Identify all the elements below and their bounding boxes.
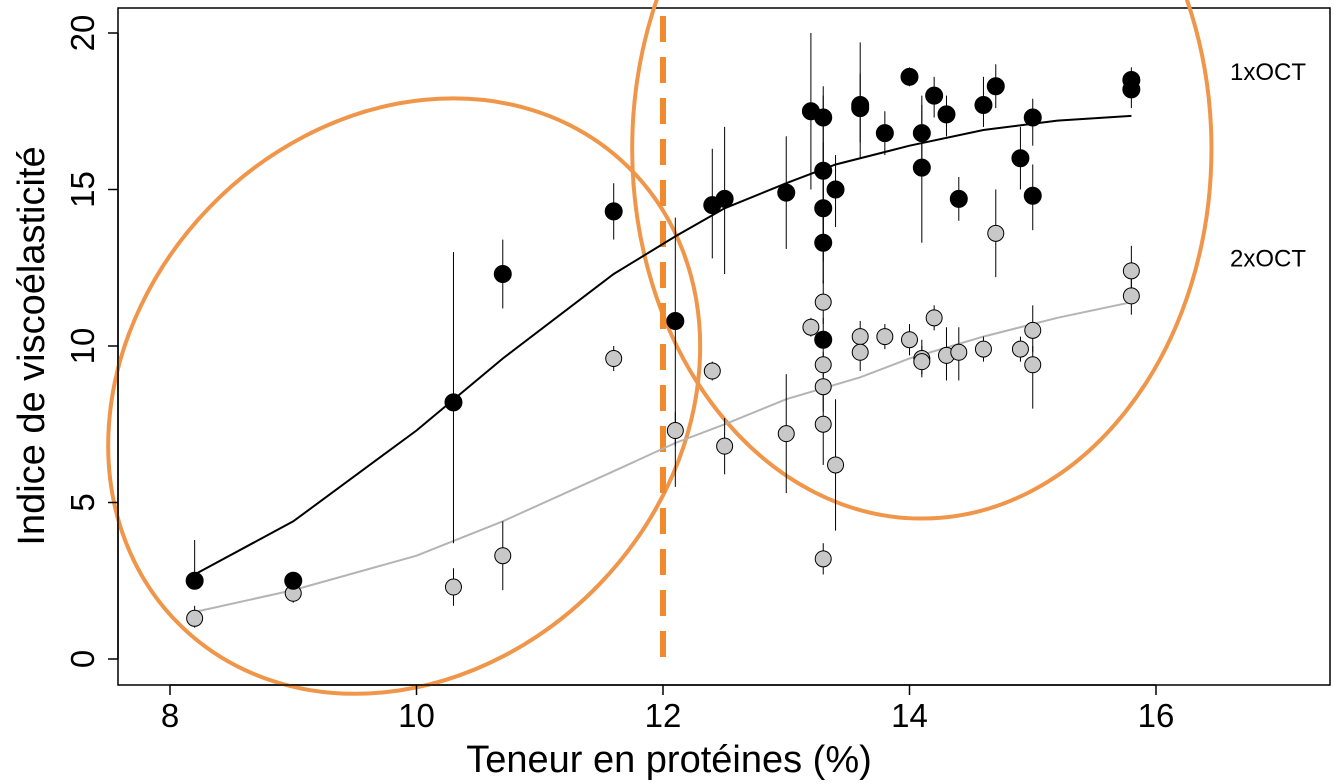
data-point bbox=[186, 609, 204, 627]
data-point bbox=[876, 328, 894, 346]
data-point bbox=[802, 318, 820, 336]
data-point bbox=[913, 353, 931, 371]
data-point bbox=[1122, 287, 1140, 305]
data-point bbox=[666, 311, 685, 330]
data-point bbox=[1024, 321, 1042, 339]
y-axis: 0 5 10 15 20 bbox=[64, 15, 119, 668]
series-label: 1xOCT bbox=[1230, 59, 1306, 86]
y-tick-label: 15 bbox=[64, 171, 101, 208]
data-point bbox=[937, 105, 956, 124]
highlight-ellipse bbox=[106, 96, 703, 696]
data-point bbox=[851, 95, 870, 114]
data-point bbox=[814, 108, 833, 127]
data-point bbox=[1011, 340, 1029, 358]
data-point bbox=[814, 161, 833, 180]
data-point bbox=[284, 571, 303, 590]
highlight-ellipses bbox=[106, 0, 1214, 696]
data-point bbox=[901, 331, 918, 349]
x-tick-label: 12 bbox=[645, 697, 682, 734]
highlight-ellipse bbox=[630, 0, 1214, 521]
data-point bbox=[900, 67, 919, 86]
data-point bbox=[814, 356, 832, 374]
data-point bbox=[1023, 108, 1042, 127]
y-tick-label: 0 bbox=[64, 650, 101, 668]
data-point bbox=[1024, 356, 1042, 374]
data-point bbox=[814, 550, 832, 568]
x-axis: 8 10 12 14 16 bbox=[161, 684, 1175, 734]
data-point bbox=[827, 456, 845, 474]
series-label: 2xOCT bbox=[1230, 245, 1306, 272]
data-point bbox=[974, 95, 993, 114]
data-point bbox=[444, 578, 462, 596]
data-point bbox=[925, 86, 944, 105]
data-point bbox=[493, 265, 512, 284]
data-point bbox=[949, 189, 968, 208]
data-point bbox=[1122, 80, 1141, 99]
y-tick-label: 10 bbox=[64, 328, 101, 365]
data-point bbox=[1122, 262, 1140, 280]
y-tick-label: 20 bbox=[64, 15, 101, 52]
data-points bbox=[185, 67, 1141, 627]
x-tick-label: 14 bbox=[891, 697, 928, 734]
data-point bbox=[703, 362, 721, 380]
data-point bbox=[716, 437, 734, 455]
data-point bbox=[185, 571, 204, 590]
x-tick-label: 16 bbox=[1138, 697, 1175, 734]
y-axis-title: Indice de viscoélasticité bbox=[11, 146, 53, 545]
data-point bbox=[814, 378, 832, 396]
data-point bbox=[875, 124, 894, 143]
data-point bbox=[986, 77, 1005, 96]
data-point bbox=[1023, 186, 1042, 205]
data-point bbox=[814, 415, 832, 433]
data-point bbox=[987, 224, 1005, 242]
data-point bbox=[605, 350, 623, 368]
data-point bbox=[814, 330, 833, 349]
data-point bbox=[666, 422, 684, 440]
data-point bbox=[814, 293, 832, 311]
data-point bbox=[851, 343, 869, 361]
series-labels: 1xOCT 2xOCT bbox=[1230, 59, 1306, 272]
data-point bbox=[925, 309, 943, 327]
data-point bbox=[912, 158, 931, 177]
data-point bbox=[974, 340, 992, 358]
data-point bbox=[851, 328, 869, 346]
data-point bbox=[777, 425, 795, 443]
data-point bbox=[777, 183, 796, 202]
y-tick-label: 5 bbox=[64, 493, 101, 511]
data-point bbox=[494, 547, 512, 565]
data-point bbox=[1011, 149, 1030, 168]
data-point bbox=[604, 202, 623, 221]
data-point bbox=[826, 180, 845, 199]
data-point bbox=[715, 189, 734, 208]
x-tick-label: 10 bbox=[398, 697, 435, 734]
data-point bbox=[950, 343, 968, 361]
data-point bbox=[814, 199, 833, 218]
data-point bbox=[912, 124, 931, 143]
x-tick-label: 8 bbox=[161, 697, 179, 734]
data-point bbox=[814, 233, 833, 252]
data-point bbox=[444, 393, 463, 412]
x-axis-title: Teneur en protéines (%) bbox=[466, 739, 872, 781]
